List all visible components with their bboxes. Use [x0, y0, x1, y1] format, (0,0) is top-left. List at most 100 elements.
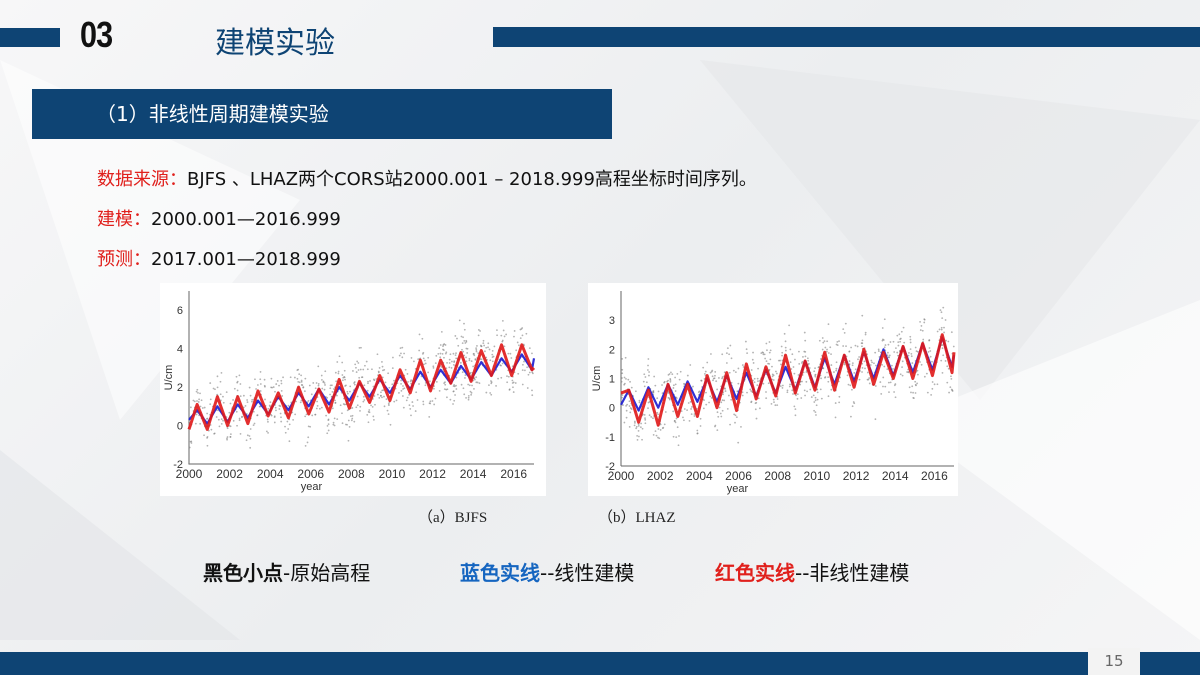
raw-data-point — [280, 379, 283, 382]
raw-data-point — [236, 389, 239, 392]
raw-data-point — [827, 395, 830, 398]
raw-data-point — [690, 408, 692, 410]
raw-data-point — [318, 407, 321, 410]
raw-data-point — [621, 394, 624, 396]
raw-data-point — [818, 339, 821, 342]
raw-data-point — [514, 382, 517, 384]
raw-data-point — [922, 338, 925, 341]
raw-data-point — [714, 425, 716, 428]
raw-data-point — [870, 359, 873, 362]
raw-data-point — [683, 382, 685, 385]
raw-data-point — [742, 366, 745, 368]
raw-data-point — [387, 404, 390, 407]
raw-data-point — [656, 397, 659, 400]
raw-data-point — [803, 350, 806, 353]
raw-data-point — [765, 397, 768, 400]
raw-data-point — [813, 409, 815, 412]
raw-data-point — [657, 413, 660, 416]
x-tick-label: 2006 — [725, 469, 752, 483]
raw-data-point — [393, 379, 395, 382]
raw-data-point — [783, 332, 786, 335]
raw-data-point — [259, 371, 262, 373]
raw-data-point — [919, 320, 921, 323]
raw-data-point — [781, 384, 784, 387]
raw-data-point — [727, 394, 730, 397]
raw-data-point — [365, 360, 368, 363]
raw-data-point — [327, 423, 330, 425]
raw-data-point — [914, 392, 917, 394]
raw-data-point — [252, 410, 255, 413]
raw-data-point — [454, 394, 456, 396]
raw-data-point — [238, 374, 241, 377]
legend-nonlinear: 红色实线--非线性建模 — [715, 557, 909, 586]
raw-data-point — [502, 329, 505, 332]
x-axis-label: year — [727, 483, 749, 495]
raw-data-point — [826, 371, 828, 374]
raw-data-point — [519, 337, 522, 340]
raw-data-point — [316, 400, 318, 403]
raw-data-point — [470, 393, 473, 396]
raw-data-point — [623, 382, 626, 385]
raw-data-point — [463, 322, 465, 325]
raw-data-point — [736, 390, 739, 393]
raw-data-point — [639, 426, 642, 429]
raw-data-point — [229, 402, 232, 405]
raw-data-point — [467, 394, 470, 397]
raw-data-point — [501, 320, 504, 322]
raw-data-point — [226, 437, 228, 440]
raw-data-point — [475, 350, 478, 353]
raw-data-point — [620, 380, 623, 383]
raw-data-point — [763, 353, 766, 356]
raw-data-point — [521, 369, 524, 372]
raw-data-point — [351, 417, 354, 420]
raw-data-point — [249, 394, 252, 397]
raw-data-point — [267, 407, 270, 410]
raw-data-point — [813, 370, 816, 373]
raw-data-point — [458, 319, 461, 322]
raw-data-point — [814, 396, 817, 399]
x-tick-label: 2010 — [804, 469, 831, 483]
raw-data-point — [301, 384, 304, 386]
raw-data-point — [203, 406, 206, 409]
raw-data-point — [457, 344, 460, 347]
raw-data-point — [835, 361, 838, 364]
raw-data-point — [316, 404, 319, 407]
raw-data-point — [908, 352, 910, 354]
raw-data-point — [816, 391, 819, 394]
raw-data-point — [411, 401, 414, 403]
raw-data-point — [513, 335, 515, 338]
raw-data-point — [251, 398, 254, 401]
raw-data-point — [238, 417, 241, 420]
raw-data-point — [903, 341, 906, 344]
raw-data-point — [282, 376, 284, 379]
raw-data-point — [923, 375, 926, 378]
raw-data-point — [910, 352, 913, 355]
raw-data-point — [323, 388, 326, 391]
raw-data-point — [627, 378, 630, 381]
raw-data-point — [768, 341, 771, 343]
raw-data-point — [255, 388, 257, 390]
raw-data-point — [716, 388, 719, 391]
y-tick-label: 4 — [177, 344, 183, 356]
raw-data-point — [892, 340, 895, 343]
raw-data-point — [659, 429, 662, 431]
raw-data-point — [667, 396, 670, 399]
raw-data-point — [503, 345, 506, 348]
raw-data-point — [351, 414, 354, 417]
raw-data-point — [213, 432, 216, 435]
raw-data-point — [836, 340, 839, 343]
raw-data-point — [951, 389, 954, 392]
raw-data-point — [881, 363, 883, 366]
raw-data-point — [656, 411, 659, 414]
raw-data-point — [249, 446, 252, 449]
raw-data-point — [359, 405, 362, 408]
raw-data-point — [361, 376, 364, 379]
raw-data-point — [527, 373, 530, 376]
source-line: 数据来源：BJFS 、LHAZ两个CORS站2000.001 – 2018.99… — [97, 165, 757, 191]
raw-data-point — [376, 393, 379, 396]
raw-data-point — [771, 365, 773, 368]
raw-data-point — [920, 325, 923, 327]
raw-data-point — [864, 367, 866, 370]
raw-data-point — [850, 346, 852, 349]
raw-data-point — [362, 368, 365, 371]
